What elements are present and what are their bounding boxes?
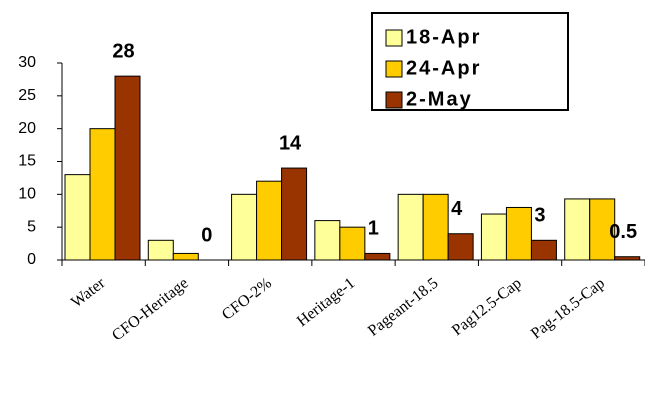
bar xyxy=(339,226,366,261)
data-label: 1 xyxy=(368,218,379,240)
legend-swatch xyxy=(385,29,403,47)
data-label: 0 xyxy=(201,224,212,246)
y-tick-label: 25 xyxy=(18,87,36,104)
data-label: 0.5 xyxy=(609,221,637,243)
bar xyxy=(480,213,507,261)
x-tick-label: CFO-Heritage xyxy=(109,275,192,345)
x-tick-label: Pageant-18.5 xyxy=(365,275,442,340)
bar xyxy=(256,180,283,261)
bar xyxy=(89,128,116,261)
x-tick-label: Pag-18.5-Cap xyxy=(528,275,608,343)
legend-label: 2-May xyxy=(406,88,473,110)
x-tick-label: Pag12.5-Cap xyxy=(449,275,525,340)
data-label: 14 xyxy=(279,132,302,154)
bar xyxy=(281,167,308,261)
bar xyxy=(147,239,174,261)
bar xyxy=(530,239,557,261)
bar xyxy=(64,174,91,261)
bar xyxy=(314,220,341,261)
x-tick-label: Heritage-1 xyxy=(294,275,358,331)
bar xyxy=(505,206,532,261)
y-tick-label: 5 xyxy=(27,218,36,235)
data-label: 28 xyxy=(112,40,134,62)
y-tick-label: 20 xyxy=(18,120,36,137)
legend-box xyxy=(371,12,569,111)
data-label: 3 xyxy=(534,205,545,227)
legend-swatch xyxy=(385,60,403,78)
x-tick-label: CFO-2% xyxy=(219,275,275,324)
legend-label: 18-Apr xyxy=(406,26,481,48)
bar xyxy=(172,252,199,261)
bar xyxy=(614,256,641,261)
data-label: 4 xyxy=(451,198,463,220)
y-tick-label: 0 xyxy=(27,251,36,268)
legend-label: 24-Apr xyxy=(406,57,481,79)
bar xyxy=(114,75,141,261)
x-tick-label: Water xyxy=(68,274,109,311)
legend-swatch xyxy=(385,91,403,109)
y-tick-label: 15 xyxy=(18,153,36,170)
y-tick-label: 10 xyxy=(18,186,36,203)
y-tick-label: 30 xyxy=(18,54,36,71)
bar xyxy=(397,193,424,261)
bar xyxy=(364,252,391,261)
bar xyxy=(589,198,616,261)
bar xyxy=(564,198,591,261)
bar xyxy=(422,193,449,261)
bar xyxy=(447,233,474,261)
bar xyxy=(231,193,258,261)
